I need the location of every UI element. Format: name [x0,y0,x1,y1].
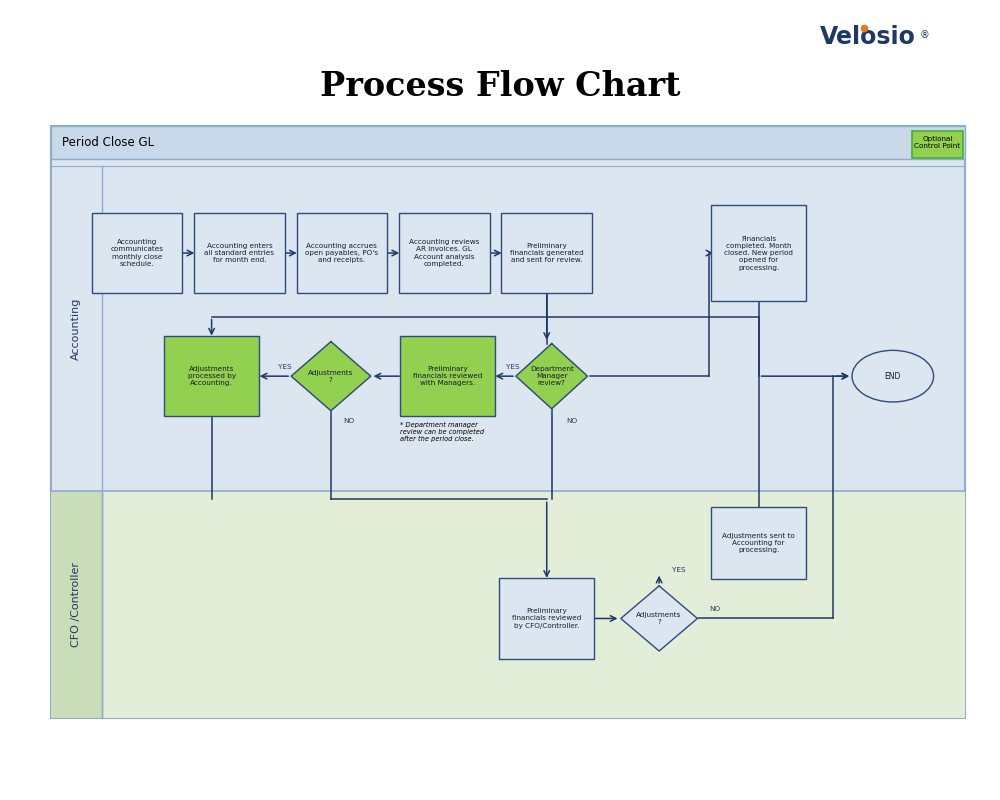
FancyBboxPatch shape [164,336,259,416]
FancyBboxPatch shape [51,126,965,159]
Text: Accounting enters
all standard entries
for month end.: Accounting enters all standard entries f… [204,242,274,263]
Text: Adjustments sent to
Accounting for
processing.: Adjustments sent to Accounting for proce… [722,533,795,554]
FancyBboxPatch shape [501,213,592,293]
Polygon shape [621,586,697,651]
FancyBboxPatch shape [297,213,387,293]
Text: Accounting
communicates
monthly close
schedule.: Accounting communicates monthly close sc… [111,239,164,267]
FancyBboxPatch shape [51,126,965,718]
FancyBboxPatch shape [711,205,806,301]
Text: * Department manager
review can be completed
after the period close.: * Department manager review can be compl… [400,422,484,442]
Text: Accounting accrues
open payables, PO's
and receipts.: Accounting accrues open payables, PO's a… [305,242,378,263]
Text: NO: NO [566,418,577,424]
Text: Optional
Control Point: Optional Control Point [914,136,961,149]
Text: YES: YES [506,364,519,370]
Text: Financials
completed. Month
closed. New period
opened for
processing.: Financials completed. Month closed. New … [724,235,793,270]
FancyBboxPatch shape [499,578,594,658]
FancyBboxPatch shape [912,130,963,158]
Text: Accounting: Accounting [71,298,81,360]
Text: Department
Manager
review?: Department Manager review? [530,366,574,386]
Text: NO: NO [709,606,720,612]
Ellipse shape [852,350,934,402]
Polygon shape [516,343,588,409]
Text: Velosio: Velosio [820,25,916,49]
Text: Preliminary
financials reviewed
by CFO/Controller.: Preliminary financials reviewed by CFO/C… [512,608,581,629]
Text: Preliminary
financials reviewed
with Managers.: Preliminary financials reviewed with Man… [413,366,482,386]
Text: YES: YES [672,567,686,573]
Text: ®: ® [920,30,929,41]
Text: CFO /Controller: CFO /Controller [71,562,81,647]
Text: Adjustments
?: Adjustments ? [636,612,682,625]
Text: Adjustments
processed by
Accounting.: Adjustments processed by Accounting. [188,366,236,386]
Text: Period Close GL: Period Close GL [62,136,155,149]
Text: Adjustments
?: Adjustments ? [308,370,354,382]
Polygon shape [291,342,371,410]
FancyBboxPatch shape [400,336,495,416]
FancyBboxPatch shape [194,213,285,293]
Text: Process Flow Chart: Process Flow Chart [320,70,680,102]
FancyBboxPatch shape [51,491,965,718]
FancyBboxPatch shape [51,491,102,718]
Text: YES: YES [278,364,292,370]
Text: END: END [885,372,901,381]
FancyBboxPatch shape [92,213,182,293]
FancyBboxPatch shape [399,213,490,293]
Text: NO: NO [343,418,354,424]
Text: Preliminary
financials generated
and sent for review.: Preliminary financials generated and sen… [510,242,584,263]
Text: Accounting reviews
AR invoices. GL
Account analysis
completed.: Accounting reviews AR invoices. GL Accou… [409,239,479,267]
FancyBboxPatch shape [711,507,806,579]
